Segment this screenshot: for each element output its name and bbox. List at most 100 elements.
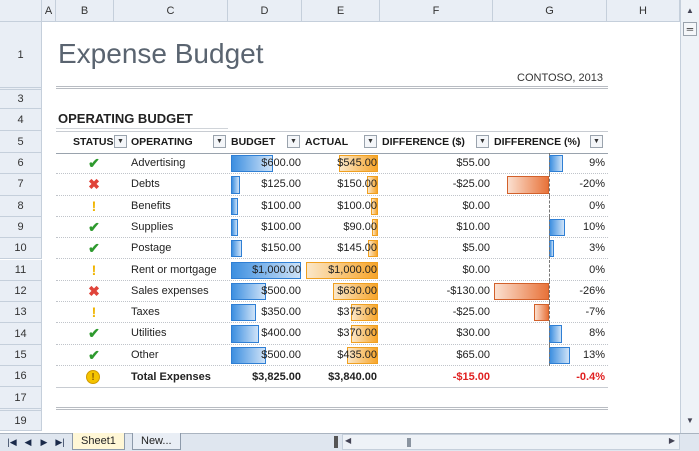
row-header[interactable]: 3 <box>0 90 42 109</box>
filter-difference-usd-button[interactable]: ▼ <box>476 135 489 148</box>
actual-value: $630.00 <box>337 284 377 297</box>
scroll-thumb[interactable] <box>407 438 411 447</box>
horizontal-scrollbar[interactable]: ◀ ▶ <box>342 434 680 450</box>
actual-value: $150.00 <box>337 178 377 191</box>
expense-name: Utilities <box>131 327 167 340</box>
difference-pct-value: 13% <box>582 348 605 361</box>
actual-data-bar <box>351 325 378 343</box>
column-header[interactable]: D <box>228 0 302 22</box>
budget-value: $150.00 <box>261 242 301 255</box>
title-rule <box>56 86 608 89</box>
difference-usd-value: -$25.00 <box>452 178 490 191</box>
difference-usd-value: $5.00 <box>462 242 490 255</box>
scroll-up-icon[interactable]: ▲ <box>686 6 694 15</box>
filter-status-button[interactable]: ▼ <box>114 135 127 148</box>
row-header[interactable]: 19 <box>0 411 42 432</box>
difference-pct-axis <box>549 280 550 303</box>
sheet-tab-new[interactable]: New... <box>132 433 181 450</box>
difference-pct-value: 8% <box>589 327 605 340</box>
difference-pct-data-bar <box>506 176 549 194</box>
budget-value: $500.00 <box>261 348 301 361</box>
row-header[interactable]: 11 <box>0 259 42 281</box>
budget-value: $100.00 <box>261 220 301 233</box>
row-header[interactable]: 17 <box>0 387 42 410</box>
last-sheet-button[interactable]: ▶| <box>55 437 65 447</box>
column-header[interactable]: E <box>302 0 380 22</box>
actual-data-bar <box>351 304 378 322</box>
row-header[interactable]: 1 <box>0 22 42 88</box>
actual-data-bar <box>346 346 378 364</box>
difference-pct-axis <box>549 195 550 217</box>
difference-pct-value: 0% <box>589 199 605 212</box>
budget-value: $500.00 <box>261 284 301 297</box>
row-header[interactable]: 5 <box>0 131 42 153</box>
difference-pct-value: -20% <box>579 178 605 191</box>
difference-usd-value: -$130.00 <box>446 284 490 297</box>
expense-name: Supplies <box>131 220 174 233</box>
total-status-warning-icon: ! <box>86 370 100 384</box>
column-header[interactable]: A <box>42 0 56 22</box>
column-header[interactable]: G <box>493 0 607 22</box>
filter-budget-button[interactable]: ▼ <box>287 135 300 148</box>
table-row <box>56 260 608 281</box>
status-ok-icon: ✔ <box>88 155 100 171</box>
row-header[interactable]: 14 <box>0 323 42 345</box>
difference-pct-axis <box>549 153 550 175</box>
row-header[interactable]: 8 <box>0 195 42 217</box>
total-difference-pct: -0.4% <box>576 371 605 383</box>
budget-value: $600.00 <box>261 157 301 169</box>
actual-data-bar <box>367 176 378 194</box>
status-ok-icon: ✔ <box>88 218 100 235</box>
status-bad-icon: ✖ <box>88 176 100 193</box>
total-difference-usd: -$15.00 <box>452 371 490 383</box>
row-header[interactable]: 13 <box>0 302 42 324</box>
difference-pct-value: 3% <box>589 242 605 255</box>
total-actual: $3,840.00 <box>328 371 377 383</box>
column-header[interactable]: C <box>114 0 228 22</box>
sheet-tab-sheet1[interactable]: Sheet1 <box>72 433 125 450</box>
expense-name: Rent or mortgage <box>131 263 217 276</box>
row-header[interactable]: 16 <box>0 366 42 388</box>
row-header[interactable]: 6 <box>0 153 42 175</box>
actual-data-bar <box>338 155 378 173</box>
select-all-corner[interactable] <box>0 0 42 22</box>
column-header[interactable]: H <box>607 0 680 22</box>
total-label: Total Expenses <box>131 371 211 383</box>
row-header[interactable]: 4 <box>0 109 42 131</box>
row-header[interactable]: 9 <box>0 216 42 239</box>
split-box-icon[interactable]: ═ <box>683 22 697 36</box>
actual-value: $435.00 <box>337 348 377 361</box>
filter-operating-button[interactable]: ▼ <box>213 135 226 148</box>
difference-pct-value: 10% <box>582 220 605 233</box>
row-header[interactable]: 7 <box>0 174 42 196</box>
column-header[interactable]: B <box>56 0 114 22</box>
expense-name: Taxes <box>131 306 160 319</box>
vertical-scrollbar[interactable]: ▲ ═ ▼ <box>680 0 699 433</box>
filter-actual-button[interactable]: ▼ <box>364 135 377 148</box>
column-header[interactable]: F <box>380 0 493 22</box>
table-row <box>56 323 608 345</box>
budget-data-bar <box>231 325 259 343</box>
difference-usd-value: $10.00 <box>456 220 490 233</box>
budget-data-bar <box>231 346 266 364</box>
difference-usd-value: $65.00 <box>456 348 490 361</box>
row-header[interactable]: 10 <box>0 238 42 260</box>
filter-difference-pct-button[interactable]: ▼ <box>590 135 603 148</box>
scroll-right-icon[interactable]: ▶ <box>668 436 675 445</box>
row-header[interactable] <box>0 88 42 90</box>
row-header[interactable]: 12 <box>0 280 42 303</box>
table-row <box>56 174 608 196</box>
difference-pct-value: 9% <box>589 157 605 169</box>
actual-data-bar <box>371 218 378 237</box>
prev-sheet-button[interactable]: ◀ <box>24 437 32 447</box>
next-sheet-button[interactable]: ▶ <box>40 437 48 447</box>
status-bad-icon: ✖ <box>88 282 100 299</box>
row-header[interactable] <box>0 409 42 412</box>
actual-value: $90.00 <box>343 220 377 233</box>
scroll-left-icon[interactable]: ◀ <box>345 436 352 445</box>
first-sheet-button[interactable]: |◀ <box>7 437 17 447</box>
scroll-down-icon[interactable]: ▼ <box>686 416 694 425</box>
row-header[interactable]: 15 <box>0 344 42 366</box>
actual-value: $370.00 <box>337 327 377 340</box>
tab-split-handle[interactable] <box>334 436 338 448</box>
